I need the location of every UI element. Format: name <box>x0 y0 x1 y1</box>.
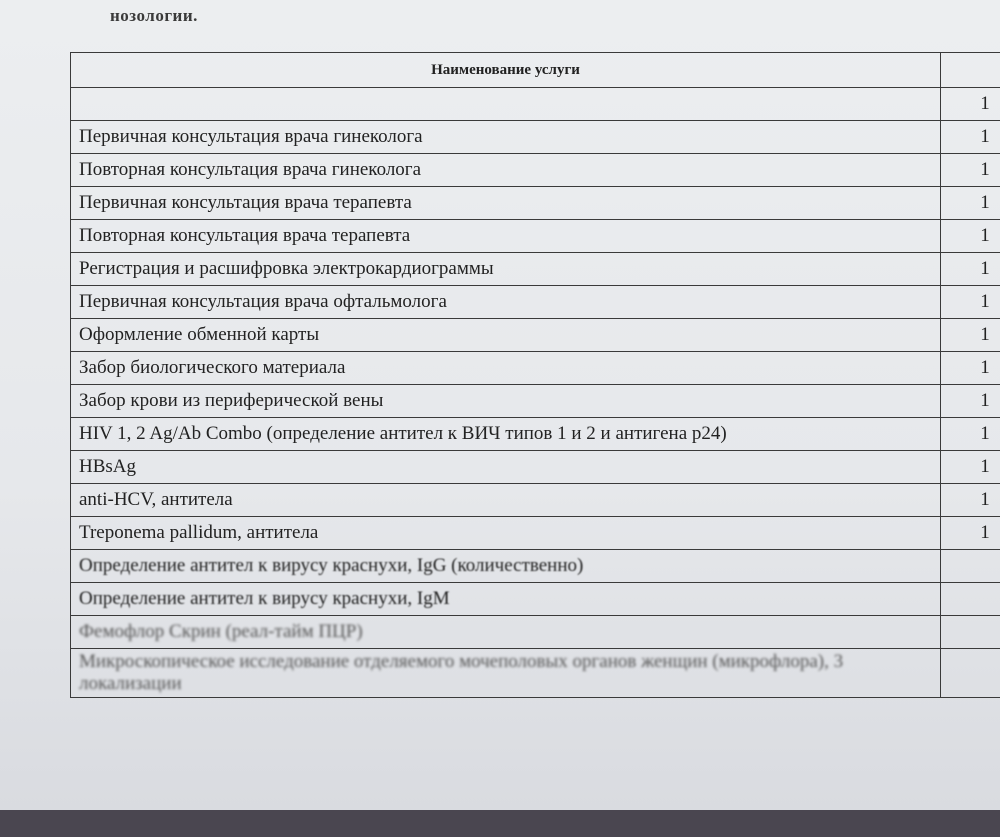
table-row: Определение антител к вирусу краснухи, I… <box>70 582 1000 616</box>
quantity: 1 <box>940 318 1000 352</box>
services-table: Наименование услуги 1 Первичная консульта… <box>70 52 1000 698</box>
service-name: Определение антител к вирусу краснухи, I… <box>70 549 941 583</box>
table-row: Забор крови из периферической вены 1 <box>70 384 1000 418</box>
service-name: Первичная консультация врача терапевта <box>70 186 941 220</box>
quantity: 1 <box>940 120 1000 154</box>
service-name: Определение антител к вирусу краснухи, I… <box>70 582 941 616</box>
quantity: 1 <box>940 219 1000 253</box>
quantity: 1 <box>940 186 1000 220</box>
quantity: 1 <box>940 384 1000 418</box>
table-row: HIV 1, 2 Ag/Ab Combo (определение антите… <box>70 417 1000 451</box>
table-row: Повторная консультация врача гинеколога 1 <box>70 153 1000 187</box>
table-row: Первичная консультация врача терапевта 1 <box>70 186 1000 220</box>
service-name: Фемофлор Скрин (реал-тайм ПЦР) <box>70 615 941 649</box>
service-name: Повторная консультация врача гинеколога <box>70 153 941 187</box>
table-row: Повторная консультация врача терапевта 1 <box>70 219 1000 253</box>
service-name: Регистрация и расшифровка электрокардиог… <box>70 252 941 286</box>
table-row: Микроскопическое исследование отделяемог… <box>70 648 1000 698</box>
quantity <box>940 549 1000 583</box>
header-cell <box>940 52 1000 88</box>
table-row: Фемофлор Скрин (реал-тайм ПЦР) <box>70 615 1000 649</box>
table-row: Первичная консультация врача офтальмолог… <box>70 285 1000 319</box>
table-row: Определение антител к вирусу краснухи, I… <box>70 549 1000 583</box>
service-name: Treponema pallidum, антитела <box>70 516 941 550</box>
service-name: HIV 1, 2 Ag/Ab Combo (определение антите… <box>70 417 941 451</box>
quantity: 1 <box>940 516 1000 550</box>
quantity: 1 <box>940 417 1000 451</box>
quantity <box>940 615 1000 649</box>
service-name: HBsAg <box>70 450 941 484</box>
quantity <box>940 582 1000 616</box>
header-row: Наименование услуги <box>70 52 1000 88</box>
table-row: Первичная консультация врача гинеколога 1 <box>70 120 1000 154</box>
service-name: Первичная консультация врача офтальмолог… <box>70 285 941 319</box>
table-row: Treponema pallidum, антитела 1 <box>70 516 1000 550</box>
quantity <box>940 648 1000 698</box>
service-name: anti-HCV, антитела <box>70 483 941 517</box>
header-cell: Наименование услуги <box>70 52 941 88</box>
service-name: Повторная консультация врача терапевта <box>70 219 941 253</box>
service-name: Забор биологического материала <box>70 351 941 385</box>
quantity: 1 <box>940 450 1000 484</box>
quantity: 1 <box>940 351 1000 385</box>
service-name: Первичная консультация врача гинеколога <box>70 120 941 154</box>
quantity: 1 <box>940 153 1000 187</box>
table-row: HBsAg 1 <box>70 450 1000 484</box>
table-row: Регистрация и расшифровка электрокардиог… <box>70 252 1000 286</box>
paper: нозологии. Наименование услуги 1 Первична… <box>0 0 1000 810</box>
service-name: Оформление обменной карты <box>70 318 941 352</box>
service-name <box>70 87 941 121</box>
service-name: Забор крови из периферической вены <box>70 384 941 418</box>
table-row: 1 <box>70 87 1000 121</box>
quantity: 1 <box>940 285 1000 319</box>
intro-text: нозологии. <box>110 6 198 25</box>
service-name: Микроскопическое исследование отделяемог… <box>70 648 941 698</box>
table-row: Забор биологического материала 1 <box>70 351 1000 385</box>
table-body: 1 Первичная консультация врача гинеколога… <box>70 87 1000 698</box>
table-row: anti-HCV, антитела 1 <box>70 483 1000 517</box>
quantity: 1 <box>940 483 1000 517</box>
quantity: 1 <box>940 252 1000 286</box>
quantity: 1 <box>940 87 1000 121</box>
table-row: Оформление обменной карты 1 <box>70 318 1000 352</box>
